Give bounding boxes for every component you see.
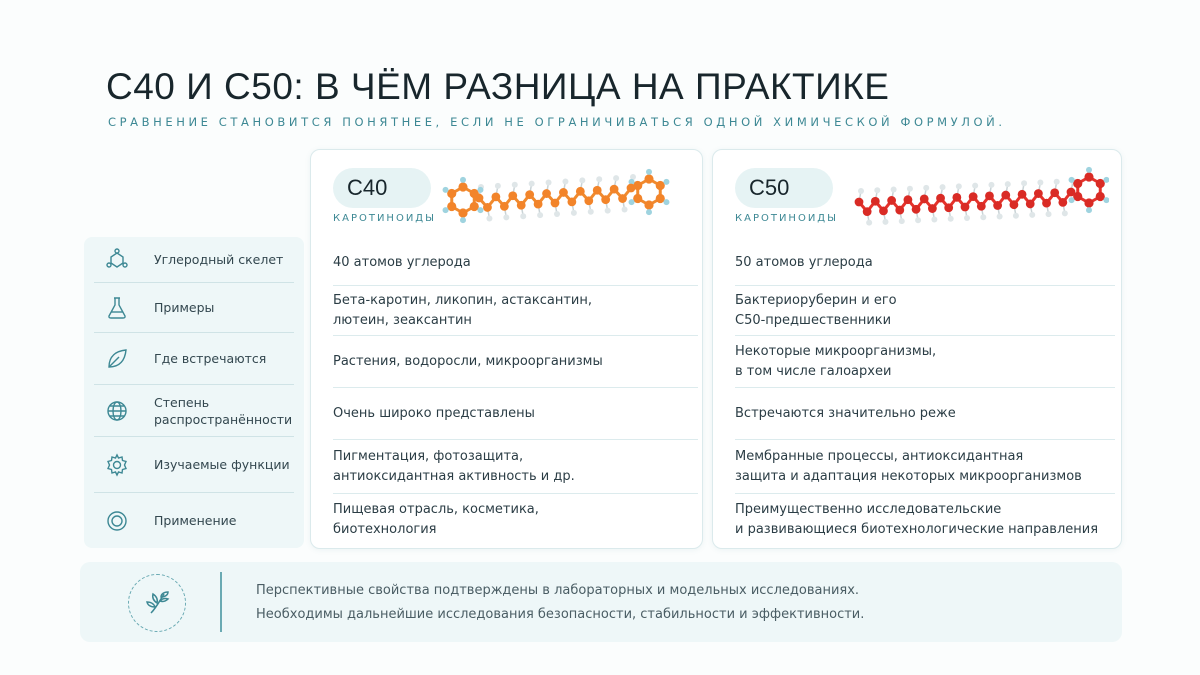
- row-label-text: Изучаемые функции: [154, 457, 290, 472]
- c40-card: С40 каротиноиды 40 атомов углерода Бета-…: [310, 149, 703, 549]
- row-labels-panel: Углеродный скелет Примеры Где встречаютс…: [84, 237, 304, 548]
- c40-cell: Пищевая отрасль, косметика, биотехнологи…: [333, 502, 539, 537]
- c50-subtitle: каротиноиды: [735, 213, 838, 224]
- c50-cell: Преимущественно исследовательские и разв…: [735, 502, 1099, 537]
- sprout-icon: [128, 574, 186, 632]
- row-label-functions: Изучаемые функции: [94, 437, 294, 493]
- c40-cell: Пигментация, фотозащита, антиоксидантная…: [333, 440, 698, 494]
- c50-cell: Некоторые микроорганизмы, в том числе га…: [735, 336, 1115, 388]
- row-label-occurrence: Где встречаются: [94, 333, 294, 385]
- row-label-examples: Примеры: [94, 283, 294, 333]
- note-line-1: Перспективные свойства подтверждены в ла…: [256, 583, 860, 598]
- gear-icon: [102, 450, 132, 480]
- c40-molecule-image: [442, 168, 670, 224]
- c50-cell: Мембранные процессы, антиоксидантная защ…: [735, 440, 1115, 494]
- c40-subtitle: каротиноиды: [333, 213, 436, 224]
- flask-icon: [102, 293, 132, 323]
- page-title: С40 И С50: В ЧЁМ РАЗНИЦА НА ПРАКТИКЕ: [106, 66, 890, 107]
- row-label-text: Углеродный скелет: [154, 252, 284, 267]
- target-icon: [102, 506, 132, 536]
- note-divider: [220, 572, 222, 632]
- row-label-text: Степень распространённости: [154, 394, 293, 427]
- c50-name-pill: С50: [735, 168, 833, 208]
- c40-cell: Растения, водоросли, микроорганизмы: [333, 336, 698, 388]
- row-label-text: Применение: [154, 513, 237, 528]
- globe-icon: [102, 396, 132, 426]
- c40-cell: Очень широко представлены: [333, 388, 698, 440]
- c40-name-pill: С40: [333, 168, 431, 208]
- c40-card-header: С40 каротиноиды: [311, 150, 702, 240]
- c50-cell: 50 атомов углерода: [735, 240, 1115, 286]
- research-note: Перспективные свойства подтверждены в ла…: [80, 562, 1122, 642]
- c50-card-header: С50 каротиноиды: [713, 150, 1121, 240]
- c40-cell: 40 атомов углерода: [333, 240, 698, 286]
- c50-cell: Бактериоруберин и его С50-предшественник…: [735, 286, 1115, 336]
- c40-cell: Бета-каротин, ликопин, астаксантин, люте…: [333, 286, 698, 336]
- note-text: Перспективные свойства подтверждены в ла…: [256, 579, 864, 627]
- c50-card: С50 каротиноиды 50 атомов углерода Бакте…: [712, 149, 1122, 549]
- page-subtitle: Сравнение становится понятнее, если не о…: [108, 115, 1006, 129]
- row-label-text: Где встречаются: [154, 351, 267, 366]
- molecule-icon: [102, 245, 132, 275]
- c50-molecule-image: [854, 166, 1109, 226]
- note-line-2: Необходимы дальнейшие исследования безоп…: [256, 607, 865, 622]
- row-label-application: Применение: [94, 493, 294, 548]
- leaf-icon: [102, 344, 132, 374]
- row-label-text: Примеры: [154, 300, 215, 315]
- row-label-carbon-skeleton: Углеродный скелет: [94, 237, 294, 283]
- row-label-prevalence: Степень распространённости: [94, 385, 294, 437]
- c50-cell: Встречаются значительно реже: [735, 388, 1115, 440]
